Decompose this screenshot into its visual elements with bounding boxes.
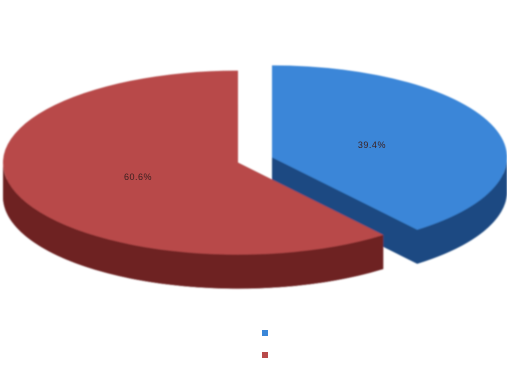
slice-side-1 [417,157,507,264]
slice-side-2 [2,162,384,289]
chart-legend [262,322,274,366]
legend-swatch-1 [262,330,268,336]
legend-item-1 [262,322,274,344]
legend-swatch-2 [262,352,268,358]
slice-top-1 [272,65,507,230]
legend-item-2 [262,344,274,366]
slice-top-2 [2,70,384,255]
slice-data-label-1: 39.4% [358,140,386,150]
slice-data-label-2: 60.6% [124,172,152,182]
